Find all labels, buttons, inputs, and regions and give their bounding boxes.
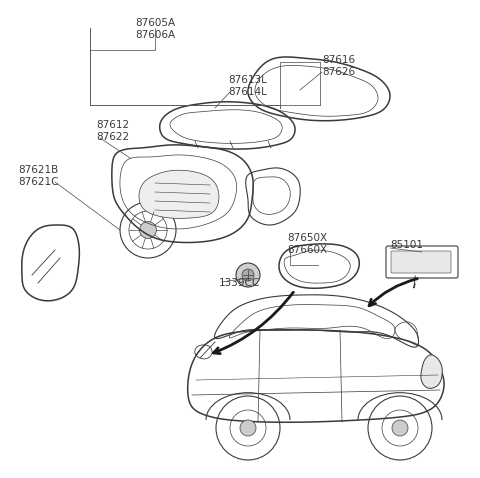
Text: 85101: 85101 (390, 240, 423, 250)
Circle shape (242, 269, 254, 281)
Text: 87650X
87660X: 87650X 87660X (287, 233, 327, 255)
Text: 87612
87622: 87612 87622 (96, 120, 129, 142)
Text: 87613L
87614L: 87613L 87614L (228, 75, 267, 97)
Polygon shape (421, 355, 442, 388)
Text: 87616
87626: 87616 87626 (322, 55, 355, 77)
Circle shape (240, 420, 256, 436)
Circle shape (140, 222, 156, 239)
Polygon shape (139, 170, 219, 218)
Text: 87605A
87606A: 87605A 87606A (135, 18, 175, 40)
Circle shape (236, 263, 260, 287)
FancyBboxPatch shape (391, 251, 451, 273)
Circle shape (392, 420, 408, 436)
Text: 1339CC: 1339CC (219, 278, 260, 288)
Text: 87621B
87621C: 87621B 87621C (18, 165, 59, 187)
